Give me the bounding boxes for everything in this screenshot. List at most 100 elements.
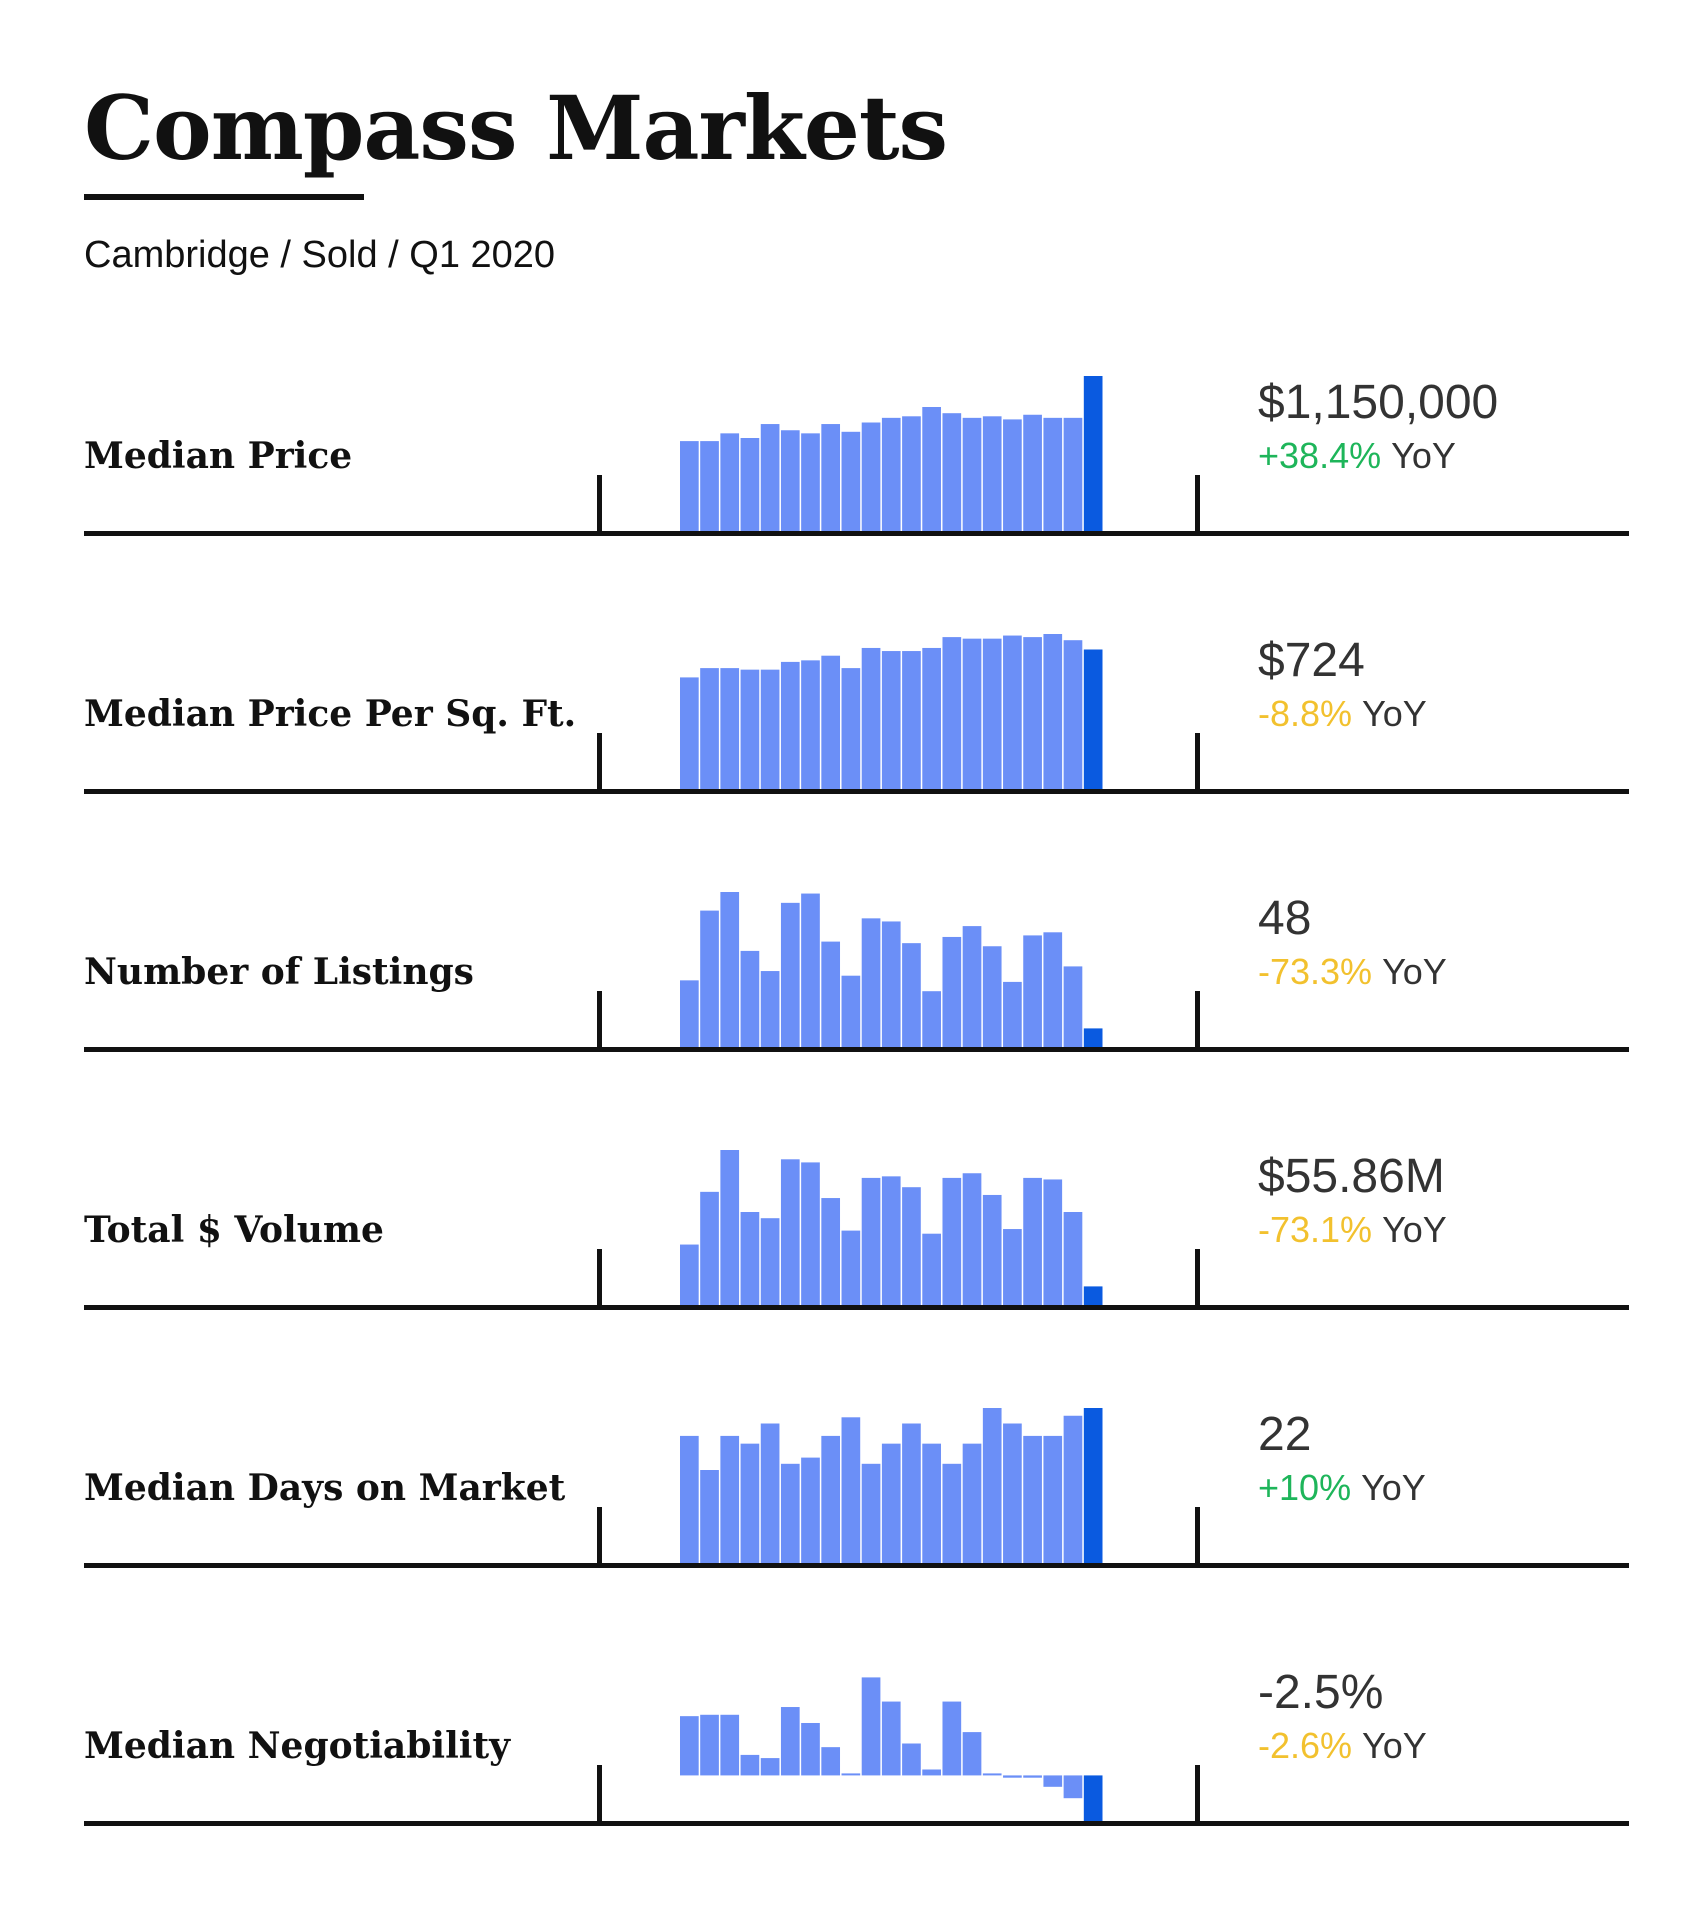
bar	[801, 1457, 820, 1563]
metric-label: Number of Listings	[84, 951, 474, 993]
axis-tick-right	[1195, 1765, 1200, 1821]
metric-value: $55.86M	[1258, 1150, 1445, 1203]
bar	[1003, 419, 1022, 531]
sparkbar-chart-negotiability	[680, 1677, 1103, 1821]
bar	[760, 1758, 780, 1776]
bar	[1043, 1435, 1063, 1563]
bar	[720, 1435, 740, 1563]
yoy-label: YoY	[1361, 1467, 1426, 1508]
row-baseline	[84, 789, 1629, 794]
bar	[982, 416, 1002, 531]
sparkbar-chart-days-on-market	[680, 1408, 1103, 1563]
bar	[1023, 1775, 1042, 1778]
bar	[740, 438, 760, 531]
bar	[1003, 981, 1022, 1047]
bar	[881, 1443, 901, 1563]
bar	[962, 1443, 982, 1563]
bar	[922, 991, 941, 1047]
bar	[680, 677, 699, 789]
metric-value: $724	[1258, 634, 1365, 687]
yoy-change: -73.3% YoY	[1258, 951, 1447, 993]
metric-value: -2.5%	[1258, 1666, 1384, 1719]
yoy-label: YoY	[1391, 435, 1456, 476]
axis-tick-right	[1195, 733, 1200, 789]
axis-tick-left	[597, 991, 602, 1047]
row-baseline	[84, 1821, 1629, 1826]
bar	[962, 1732, 982, 1776]
bar	[1003, 1229, 1022, 1305]
bar	[962, 1173, 982, 1305]
bar	[1063, 966, 1083, 1047]
bar	[982, 946, 1002, 1047]
metric-row-median-price: Median Price $1,150,000 +38.4% YoY	[0, 305, 1700, 545]
bar	[780, 1707, 800, 1776]
axis-tick-left	[597, 1765, 602, 1821]
bar	[801, 1722, 820, 1776]
bar	[1003, 635, 1022, 789]
bar	[801, 660, 820, 789]
bar-current-quarter	[1083, 1408, 1103, 1563]
bar	[780, 1463, 800, 1563]
sparkbar-chart-price-per-sqft	[680, 634, 1103, 789]
bar	[801, 893, 820, 1047]
axis-tick-left	[597, 475, 602, 531]
bar	[841, 668, 861, 789]
bar	[942, 1177, 962, 1305]
bar	[942, 1463, 962, 1563]
axis-tick-right	[1195, 991, 1200, 1047]
metric-row-total-volume: Total $ Volume $55.86M -73.1% YoY	[0, 1079, 1700, 1319]
bar	[962, 638, 982, 789]
bar	[1063, 1775, 1083, 1799]
bar	[1043, 932, 1063, 1047]
bar	[1063, 417, 1083, 531]
bar	[982, 638, 1002, 789]
yoy-change: +38.4% YoY	[1258, 435, 1456, 477]
bar	[881, 1701, 901, 1776]
metric-value: 48	[1258, 892, 1312, 945]
bar	[760, 1218, 780, 1305]
bar	[922, 1443, 941, 1563]
yoy-percent: +10%	[1258, 1467, 1352, 1508]
metric-value: $1,150,000	[1258, 376, 1499, 429]
bar	[861, 918, 881, 1047]
bar	[1043, 1775, 1063, 1787]
bar	[1023, 935, 1042, 1047]
row-baseline	[84, 1305, 1629, 1310]
bar	[1023, 1177, 1042, 1305]
metric-row-number-of-listings: Number of Listings 48 -73.3% YoY	[0, 821, 1700, 1061]
bar	[740, 1443, 760, 1563]
bar	[861, 1677, 881, 1776]
bar-current-quarter	[1083, 1286, 1103, 1305]
bar	[821, 941, 841, 1047]
metric-label: Median Price	[84, 435, 353, 477]
bar	[821, 1747, 841, 1776]
bar	[720, 892, 740, 1047]
bar	[760, 669, 780, 789]
bar	[780, 661, 800, 789]
axis-tick-right	[1195, 1249, 1200, 1305]
bar	[780, 902, 800, 1047]
bar	[1043, 634, 1063, 789]
breadcrumb-subtitle: Cambridge / Sold / Q1 2020	[84, 234, 556, 276]
bar	[902, 1743, 921, 1776]
bar	[1023, 1435, 1042, 1563]
bar-current-quarter	[1083, 649, 1103, 789]
bar	[841, 975, 861, 1047]
bar	[760, 1423, 780, 1563]
bar	[700, 1191, 719, 1305]
bar	[982, 1194, 1002, 1305]
yoy-label: YoY	[1382, 951, 1447, 992]
axis-tick-left	[597, 1507, 602, 1563]
bar	[821, 424, 841, 531]
bar	[700, 441, 719, 531]
bar	[740, 1754, 760, 1776]
metric-row-price-per-sqft: Median Price Per Sq. Ft. $724 -8.8% YoY	[0, 563, 1700, 803]
bar	[680, 1435, 699, 1563]
axis-tick-left	[597, 1249, 602, 1305]
bar	[841, 1417, 861, 1563]
axis-tick-right	[1195, 1507, 1200, 1563]
yoy-percent: +38.4%	[1258, 435, 1382, 476]
bar	[942, 637, 962, 789]
bar	[700, 1714, 719, 1776]
bar	[841, 1773, 861, 1776]
